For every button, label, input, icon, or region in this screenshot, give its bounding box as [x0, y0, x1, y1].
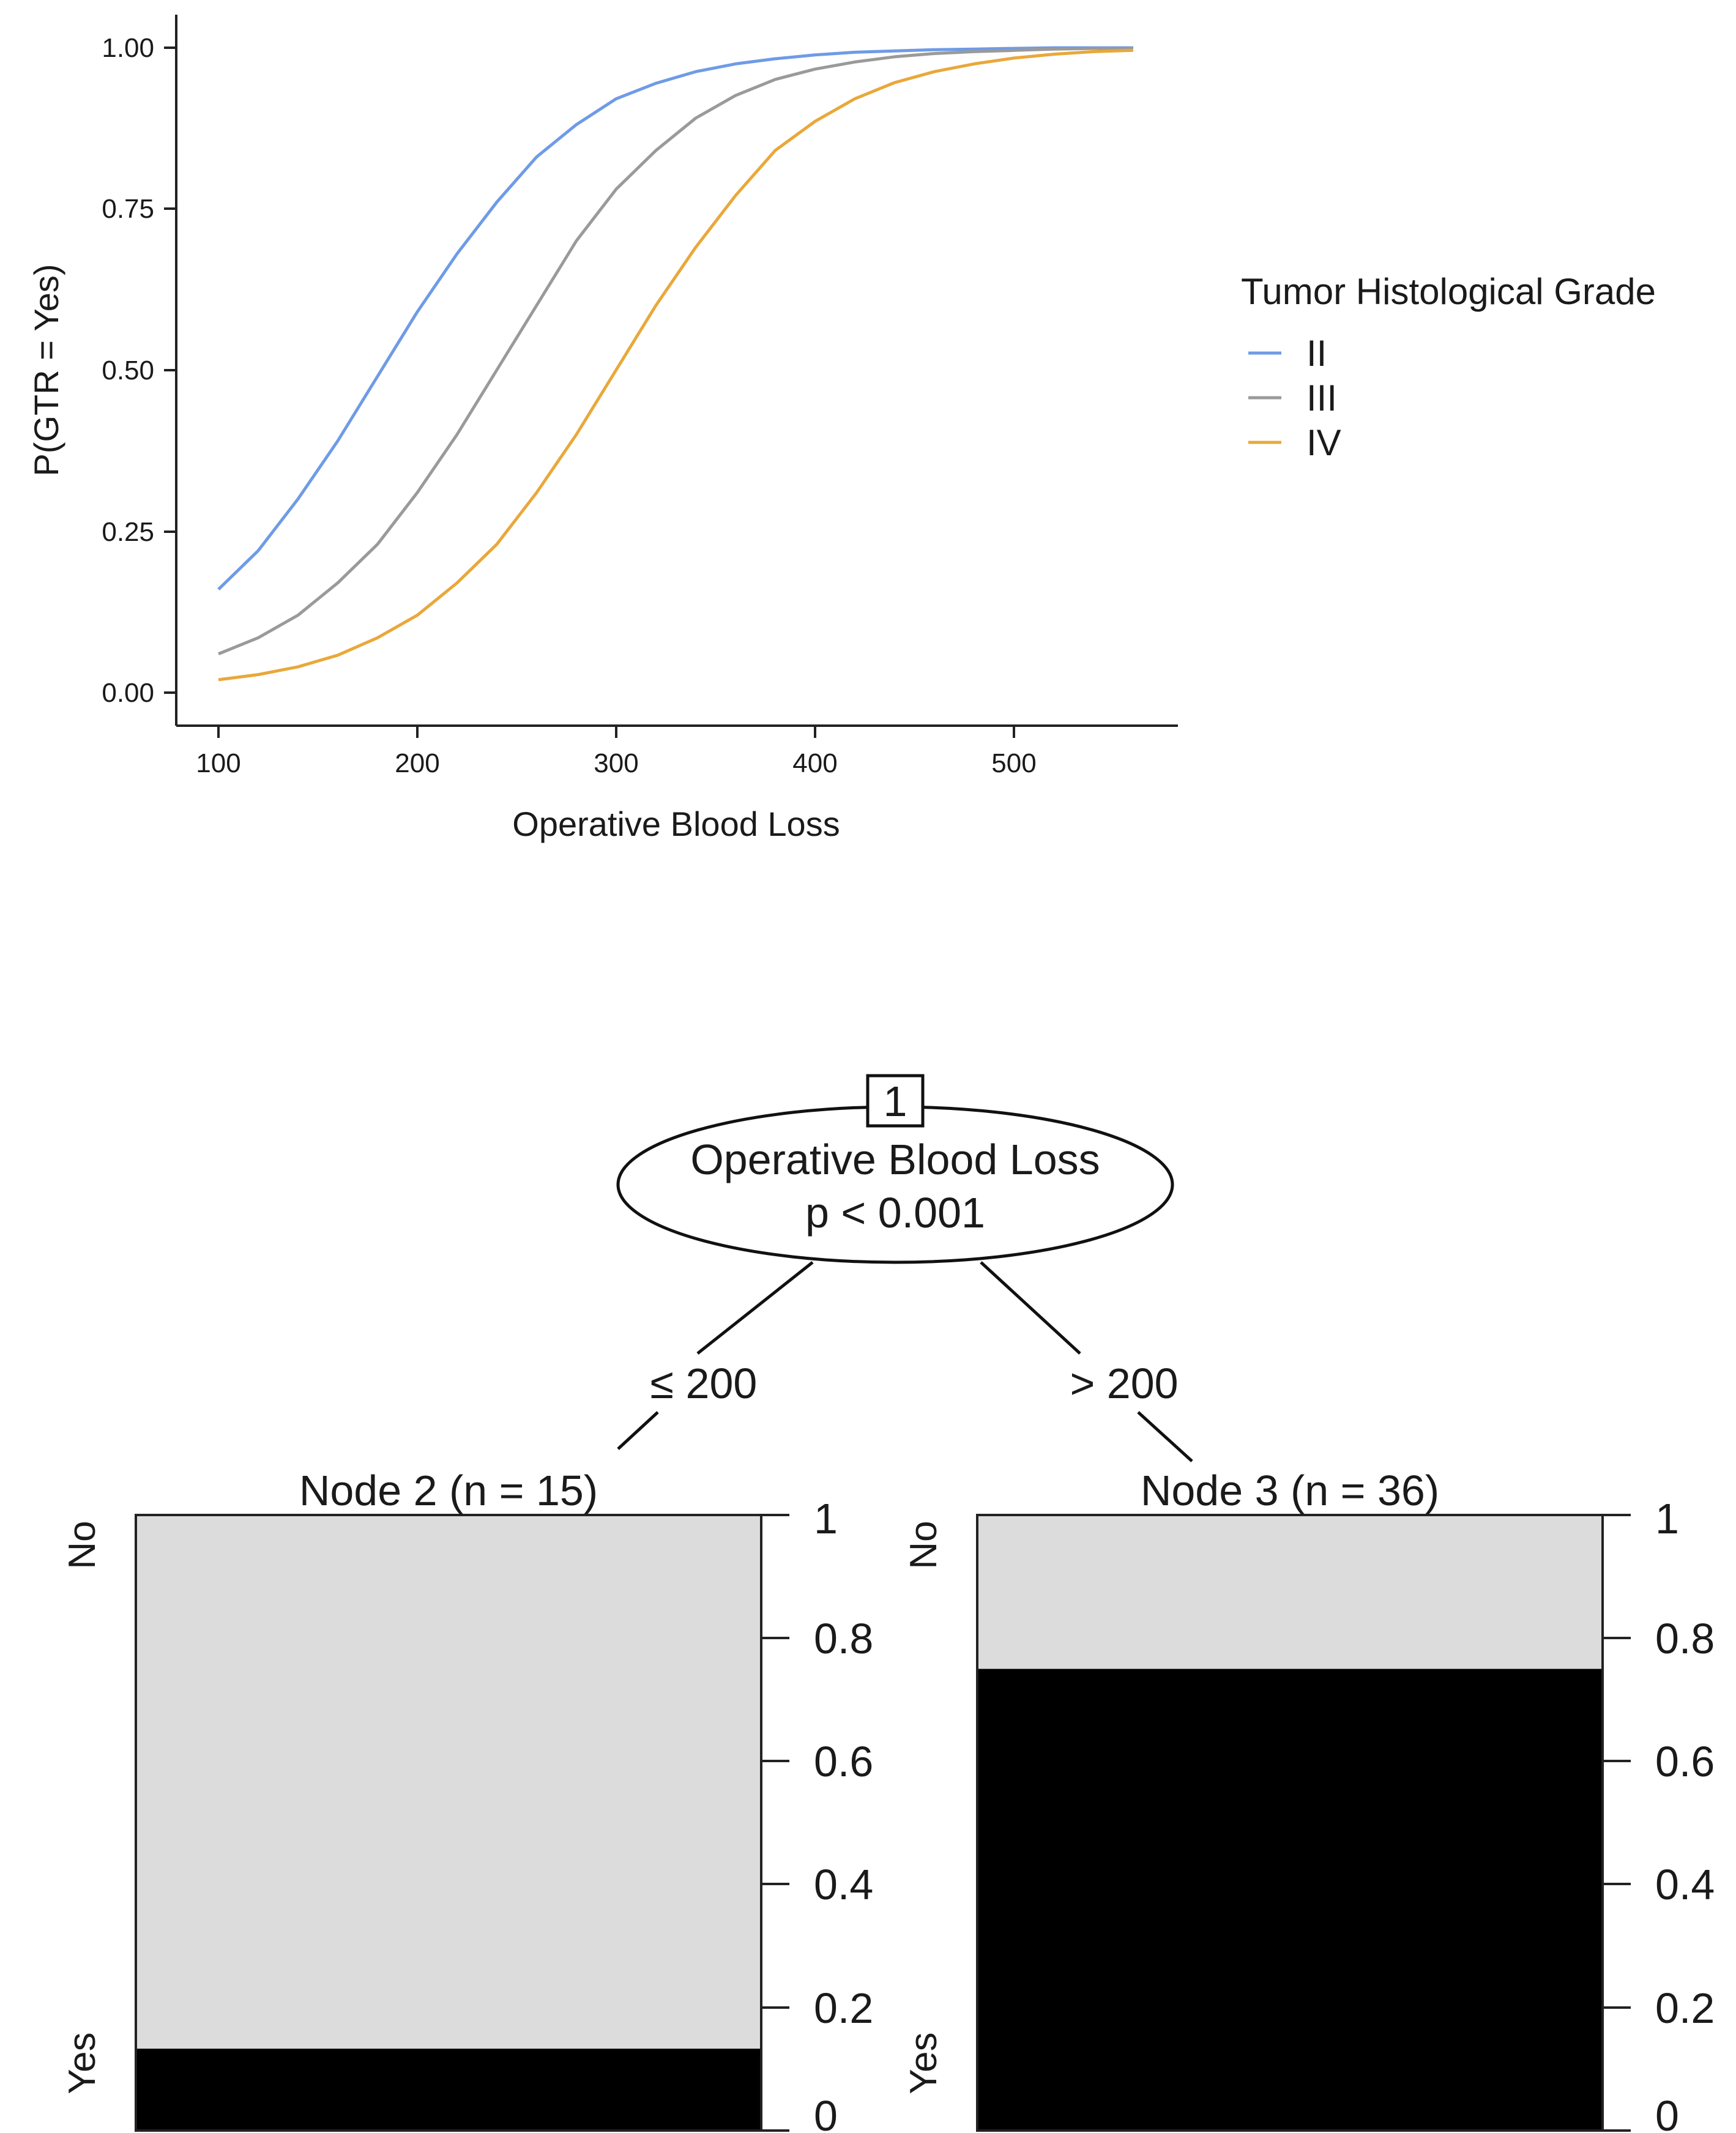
root-node-p-value: p < 0.001 — [805, 1189, 985, 1237]
bar-segment-no — [977, 1515, 1603, 1669]
series-line-grade-ii — [217, 46, 1133, 590]
series-line-grade-iii — [218, 47, 1133, 656]
left-split-label: ≤ 200 — [650, 1360, 758, 1407]
leaf-tick-label: 1 — [1655, 1495, 1679, 1543]
root-node-variable: Operative Blood Loss — [690, 1136, 1100, 1183]
y-axis-title: P(GTR = Yes) — [27, 264, 65, 476]
leaf-tick-label: 0.8 — [814, 1615, 873, 1662]
x-tick-label: 200 — [395, 748, 439, 778]
decision-tree: 1 Operative Blood Loss p < 0.001 ≤ 200 >… — [616, 1074, 1193, 1462]
leaf-tick-label: 0.2 — [814, 1984, 873, 2032]
bar-segment-yes — [136, 2049, 761, 2131]
leaf-y-ticks: 0 0.2 0.4 0.6 0.8 1 — [1603, 1495, 1715, 2133]
series-line-grade-iv — [218, 48, 1134, 682]
root-node-ellipse — [616, 1105, 1174, 1264]
leaf-class-label-no: No — [61, 1521, 103, 1569]
right-edge-upper — [980, 1261, 1081, 1355]
x-axis-ticks: 100 200 300 400 500 — [196, 726, 1037, 778]
x-tick-label: 400 — [792, 748, 837, 778]
y-axis-ticks: 0.00 0.25 0.50 0.75 1.00 — [102, 33, 176, 708]
leaf-tick-label: 0.4 — [1655, 1861, 1715, 1908]
y-tick-label: 0.50 — [102, 356, 154, 385]
leaf-tick-label: 1 — [814, 1495, 838, 1543]
leaf-class-label-no: No — [903, 1521, 945, 1569]
legend-label-grade-ii: II — [1306, 333, 1327, 374]
leaf-tick-label: 0 — [1655, 2092, 1679, 2133]
leaf-title: Node 2 (n = 15) — [299, 1467, 598, 1514]
legend: Tumor Histological Grade II III IV — [1241, 271, 1656, 463]
leaf-tick-label: 0.8 — [1655, 1615, 1715, 1662]
leaf-tick-label: 0 — [814, 2092, 838, 2133]
leaf-title: Node 3 (n = 36) — [1141, 1467, 1439, 1514]
right-split-label: > 200 — [1070, 1360, 1178, 1407]
root-node-id: 1 — [884, 1078, 907, 1125]
right-edge-lower — [1137, 1411, 1193, 1462]
y-tick-label: 0.75 — [102, 194, 154, 224]
leaf-node-3: Node 3 (n = 36) 0 0.2 0.4 0.6 0.8 1 No Y… — [903, 1467, 1715, 2133]
leaf-class-label-yes: Yes — [61, 2032, 103, 2094]
series-layer — [217, 46, 1134, 682]
leaf-tick-label: 0.2 — [1655, 1984, 1715, 2032]
y-tick-label: 0.00 — [102, 678, 154, 708]
leaf-tick-label: 0.6 — [814, 1738, 873, 1785]
legend-title: Tumor Histological Grade — [1241, 271, 1656, 312]
y-tick-label: 1.00 — [102, 33, 154, 63]
legend-label-grade-iv: IV — [1306, 422, 1341, 463]
leaf-tick-label: 0.6 — [1655, 1738, 1715, 1785]
y-tick-label: 0.25 — [102, 517, 154, 547]
left-edge-lower — [617, 1411, 659, 1450]
x-tick-label: 500 — [991, 748, 1036, 778]
line-chart: 0.00 0.25 0.50 0.75 1.00 100 200 300 400… — [27, 15, 1656, 843]
bar-segment-yes — [977, 1669, 1603, 2131]
left-edge-upper — [696, 1261, 814, 1355]
leaf-y-ticks: 0 0.2 0.4 0.6 0.8 1 — [761, 1495, 873, 2133]
leaf-node-2: Node 2 (n = 15) 0 0.2 0.4 0.6 0.8 1 No Y… — [61, 1467, 873, 2133]
leaf-tick-label: 0.4 — [814, 1861, 873, 1908]
leaf-class-label-yes: Yes — [903, 2032, 945, 2094]
legend-label-grade-iii: III — [1306, 378, 1337, 419]
bar-segment-no — [136, 1515, 761, 2049]
x-tick-label: 100 — [196, 748, 240, 778]
root-node-id-box — [866, 1074, 925, 1128]
x-axis-title: Operative Blood Loss — [512, 805, 840, 843]
x-tick-label: 300 — [594, 748, 638, 778]
